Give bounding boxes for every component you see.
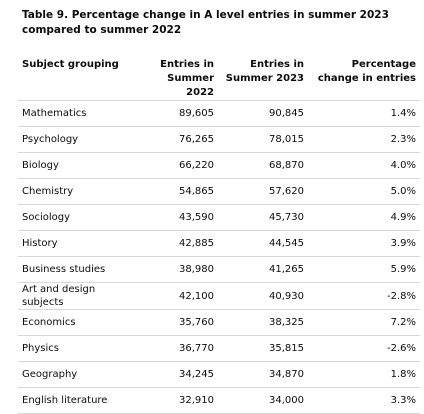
subject-cell: Geography	[18, 361, 136, 388]
table-row: Business studies 38,980 41,265 5.9%	[18, 256, 420, 283]
subject-cell: Physics	[18, 335, 136, 362]
table-row: History 42,885 44,545 3.9%	[18, 230, 420, 257]
cell-value: 89,605	[136, 100, 218, 127]
cell-value: 3.9%	[308, 230, 420, 257]
table-row: Art and design subjects 42,100 40,930 -2.8%	[18, 282, 420, 310]
cell-value: 38,980	[136, 256, 218, 283]
subject-cell: Biology	[18, 152, 136, 179]
table-row: Geography 34,245 34,870 1.8%	[18, 361, 420, 388]
cell-value: 68,870	[218, 152, 308, 179]
subject-cell: English literature	[18, 387, 136, 414]
cell-value: 78,015	[218, 126, 308, 153]
cell-value: 4.9%	[308, 204, 420, 231]
cell-value: 3.3%	[308, 387, 420, 414]
cell-value: 1.8%	[308, 361, 420, 388]
cell-value: 34,000	[218, 387, 308, 414]
cell-value: 7.2%	[308, 309, 420, 336]
cell-value: 41,265	[218, 256, 308, 283]
cell-value: 5.9%	[308, 256, 420, 283]
header-row: Subject grouping Entries in Summer 2022 En…	[18, 55, 420, 101]
table-row: Sociology 43,590 45,730 4.9%	[18, 204, 420, 231]
table-row: Mathematics 89,605 90,845 1.4%	[18, 100, 420, 127]
cell-value: 36,770	[136, 335, 218, 362]
subject-cell: Psychology	[18, 126, 136, 153]
table-row: English literature 32,910 34,000 3.3%	[18, 387, 420, 414]
cell-value: 2.3%	[308, 126, 420, 153]
column-header: Percentage change in entries	[308, 55, 420, 101]
column-header: Entries in Summer 2023	[218, 55, 308, 101]
subject-cell: History	[18, 230, 136, 257]
cell-value: 5.0%	[308, 178, 420, 205]
cell-value: 43,590	[136, 204, 218, 231]
cell-value: 66,220	[136, 152, 218, 179]
table-row: Economics 35,760 38,325 7.2%	[18, 309, 420, 336]
cell-value: -2.8%	[308, 282, 420, 310]
cell-value: 32,910	[136, 387, 218, 414]
subject-cell: Chemistry	[18, 178, 136, 205]
table-row: Biology 66,220 68,870 4.0%	[18, 152, 420, 179]
cell-value: 35,815	[218, 335, 308, 362]
data-table: Subject grouping Entries in Summer 2022 En…	[18, 55, 420, 414]
table-head: Subject grouping Entries in Summer 2022 En…	[18, 55, 420, 101]
subject-cell: Mathematics	[18, 100, 136, 127]
subject-cell: Sociology	[18, 204, 136, 231]
cell-value: 54,865	[136, 178, 218, 205]
subject-cell: Business studies	[18, 256, 136, 283]
cell-value: 38,325	[218, 309, 308, 336]
column-header: Entries in Summer 2022	[136, 55, 218, 101]
cell-value: -2.6%	[308, 335, 420, 362]
cell-value: 34,245	[136, 361, 218, 388]
column-header: Subject grouping	[18, 55, 136, 101]
cell-value: 76,265	[136, 126, 218, 153]
subject-cell: Economics	[18, 309, 136, 336]
table-row: Physics 36,770 35,815 -2.6%	[18, 335, 420, 362]
cell-value: 45,730	[218, 204, 308, 231]
cell-value: 90,845	[218, 100, 308, 127]
subject-cell: Art and design subjects	[18, 282, 136, 310]
cell-value: 57,620	[218, 178, 308, 205]
table-body: Mathematics 89,605 90,845 1.4% Psychology 76,…	[18, 100, 420, 414]
cell-value: 42,885	[136, 230, 218, 257]
cell-value: 34,870	[218, 361, 308, 388]
cell-value: 35,760	[136, 309, 218, 336]
cell-value: 1.4%	[308, 100, 420, 127]
cell-value: 44,545	[218, 230, 308, 257]
table-title: Table 9. Percentage change in A level en…	[22, 9, 389, 36]
table-row: Psychology 76,265 78,015 2.3%	[18, 126, 420, 153]
cell-value: 4.0%	[308, 152, 420, 179]
cell-value: 40,930	[218, 282, 308, 310]
table-row: Chemistry 54,865 57,620 5.0%	[18, 178, 420, 205]
cell-value: 42,100	[136, 282, 218, 310]
